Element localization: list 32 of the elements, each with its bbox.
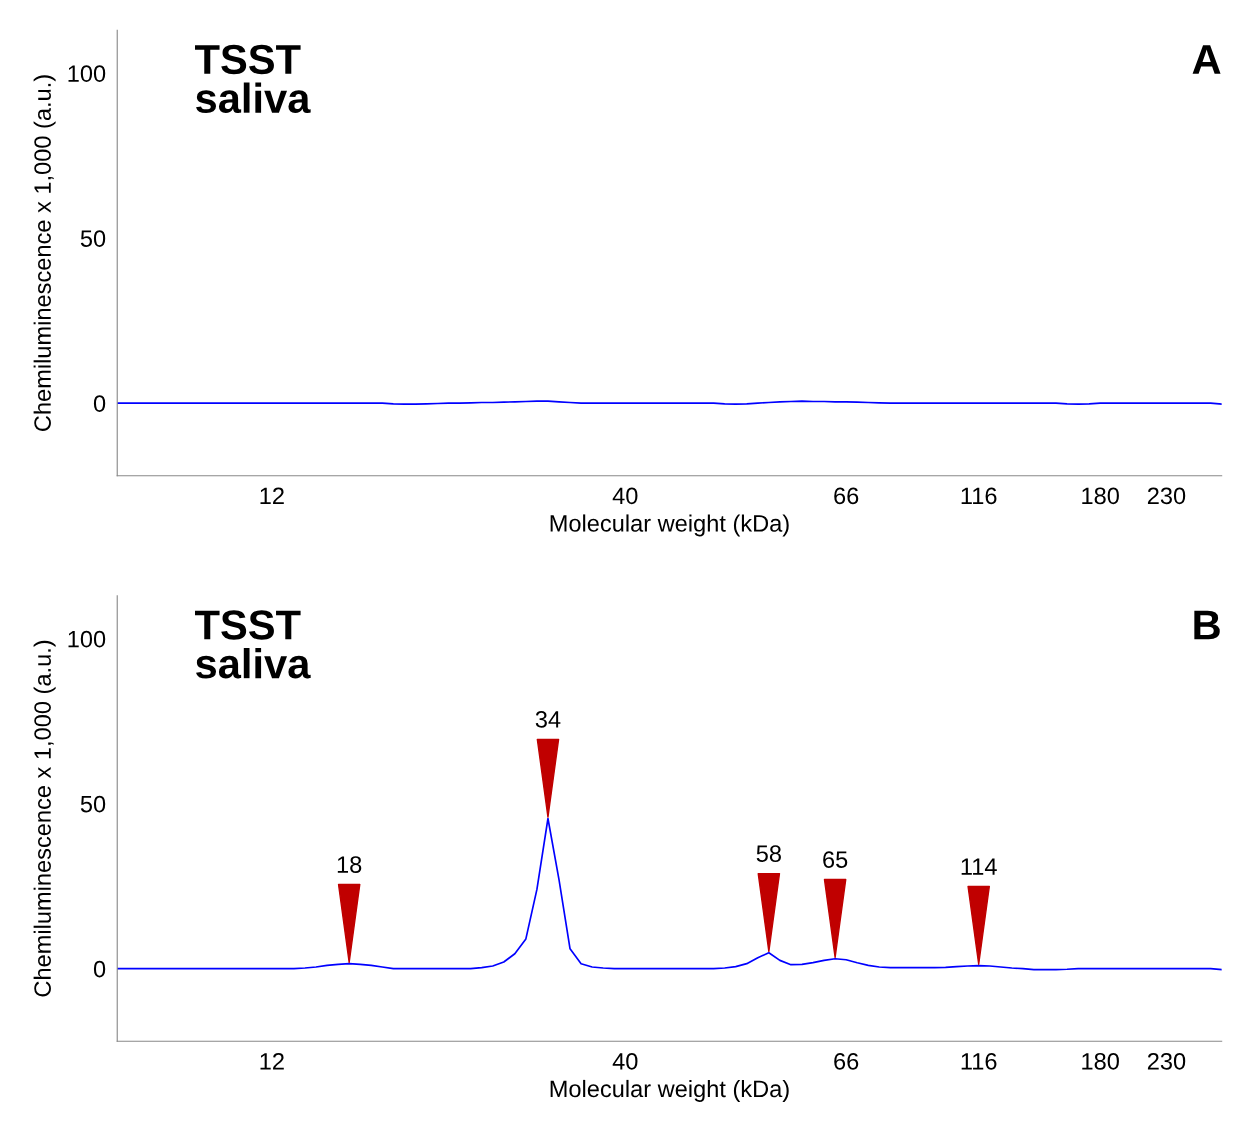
x-tick-label: 66 — [834, 487, 859, 505]
annotation: 65 — [823, 851, 848, 868]
annotation: A — [1192, 45, 1221, 74]
x-tick-label: 116 — [961, 1052, 997, 1070]
x-tick-label: 12 — [260, 487, 284, 504]
y-tick-label: 0 — [93, 395, 106, 412]
x-tick-label: 230 — [1147, 487, 1186, 505]
x-tick-label: 66 — [834, 1052, 859, 1070]
x-axis-title: Molecular weight (kDa) — [550, 514, 789, 537]
y-tick-label: 50 — [80, 230, 106, 247]
text: TSST saliva — [195, 44, 311, 114]
y-axis-title: Chemiluminescence x 1,000 (a.u.) — [33, 75, 56, 431]
x-tick-label: 40 — [612, 487, 638, 505]
annotation: 18 — [337, 856, 362, 873]
x-tick-label: 230 — [1147, 1052, 1186, 1070]
y-tick-label: 100 — [68, 630, 106, 648]
annotation: 34 — [535, 711, 561, 728]
y-tick-label: 100 — [68, 65, 106, 82]
annotation: B — [1194, 610, 1220, 640]
y-tick-label: 50 — [80, 795, 106, 813]
line-series — [117, 817, 1222, 971]
x-tick-label: 12 — [260, 1052, 284, 1070]
y-tick-label: 0 — [93, 960, 106, 978]
x-axis-title: Molecular weight (kDa) — [550, 1079, 789, 1102]
x-tick-label: 40 — [612, 1052, 638, 1070]
x-tick-label: 116 — [961, 487, 997, 505]
annotation: 58 — [756, 845, 781, 863]
annotation: 114 — [961, 858, 997, 875]
x-tick-label: 180 — [1082, 1052, 1119, 1070]
x-tick-label: 180 — [1082, 487, 1119, 505]
text: TSST saliva — [195, 610, 311, 679]
y-axis-title: Chemiluminescence x 1,000 (a.u.) — [33, 640, 56, 997]
